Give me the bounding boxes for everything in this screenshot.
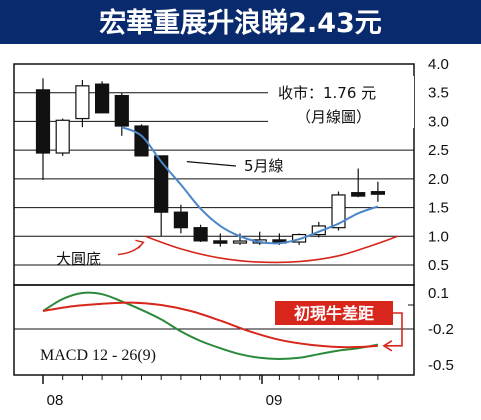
candles <box>35 78 385 247</box>
candle-body-up <box>232 240 248 244</box>
macd-panel-frame <box>13 284 415 376</box>
timeframe-label: （月線圖） <box>296 108 371 126</box>
price-tick-label: 3.0 <box>428 113 449 130</box>
candle <box>114 92 129 136</box>
candle-body-up <box>75 85 90 120</box>
close-label: 收市：1.76 元 <box>278 84 376 102</box>
ma-label-pointer <box>186 161 237 167</box>
candle <box>35 78 51 181</box>
candle <box>94 81 110 114</box>
candle <box>75 80 90 128</box>
ma-label: 5月線 <box>244 157 284 175</box>
candle <box>311 221 326 238</box>
title-banner <box>0 0 481 44</box>
bottom-arc <box>145 235 398 264</box>
chart-title: 宏華重展升浪睇2.43元 <box>99 7 382 39</box>
signal-badge-label: 初現牛差距 <box>294 304 374 323</box>
pattern-label: 大圓底 <box>56 250 101 268</box>
signal-badge <box>275 301 393 325</box>
candle-body-down <box>351 192 366 197</box>
candle-body-down <box>193 227 208 242</box>
candle <box>154 155 169 237</box>
price-tick-label: 2.5 <box>428 142 449 159</box>
candle-body-down <box>94 83 110 114</box>
x-axis: 08 09 <box>42 375 379 409</box>
macd-lines <box>42 291 379 361</box>
candle <box>370 181 385 202</box>
candle-body-up <box>55 119 70 154</box>
macd-line-red <box>42 301 378 349</box>
macd-tick-label: -0.5 <box>428 357 454 374</box>
candle <box>213 233 228 247</box>
macd-y-axis: 0.1 -0.2 -0.5 <box>428 285 454 374</box>
candle-body-down <box>35 89 51 154</box>
candle <box>173 204 188 234</box>
price-tick-label: 3.5 <box>428 85 449 102</box>
pattern-arrow <box>117 239 145 256</box>
candle <box>193 224 208 243</box>
price-y-axis: 4.0 3.5 3.0 2.5 2.0 1.5 1.0 0.5 <box>428 56 449 274</box>
candle-body-up <box>331 194 346 229</box>
candle-body-down <box>114 94 129 127</box>
ma-label-bg <box>236 152 312 178</box>
price-tick-label: 4.0 <box>428 56 449 73</box>
candle <box>55 118 70 156</box>
candle-body-down <box>213 240 228 244</box>
candle-body-down <box>154 155 169 213</box>
candle <box>351 168 366 198</box>
candle-body-up <box>311 225 326 236</box>
price-tick-label: 2.0 <box>428 171 449 188</box>
price-tick-label: 1.0 <box>428 228 449 245</box>
candle-body-down <box>173 211 188 229</box>
x-tick-label: 09 <box>266 392 283 409</box>
x-tick-label: 08 <box>47 392 64 409</box>
price-tick-label: 1.5 <box>428 200 449 217</box>
price-tick-label: 0.5 <box>428 257 449 274</box>
macd-tick-label: 0.1 <box>428 285 449 302</box>
grid <box>14 92 414 330</box>
signal-badge-arrow <box>382 312 403 352</box>
macd-tick-label: -0.2 <box>428 321 454 338</box>
ma5-line <box>121 126 379 245</box>
candle-body-down <box>370 191 385 195</box>
macd-line-green <box>42 291 379 361</box>
macd-label: MACD 12 - 26(9) <box>40 347 156 364</box>
close-label-bg <box>268 76 414 128</box>
